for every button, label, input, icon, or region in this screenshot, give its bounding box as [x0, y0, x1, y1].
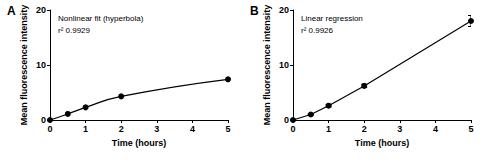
svg-text:Time (hours): Time (hours): [112, 138, 166, 148]
svg-text:1: 1: [83, 124, 88, 134]
svg-text:2: 2: [362, 124, 367, 134]
svg-text:Linear regression: Linear regression: [301, 14, 363, 23]
svg-text:4: 4: [433, 124, 438, 134]
svg-text:0: 0: [290, 124, 295, 134]
svg-text:5: 5: [225, 124, 230, 134]
svg-text:3: 3: [397, 124, 402, 134]
svg-text:Nonlinear fit (hyperbola): Nonlinear fit (hyperbola): [58, 14, 144, 23]
svg-text:3: 3: [154, 124, 159, 134]
svg-text:0: 0: [47, 124, 52, 134]
svg-text:20: 20: [36, 5, 46, 15]
svg-text:B: B: [250, 4, 259, 18]
svg-text:10: 10: [279, 60, 289, 70]
svg-text:5: 5: [468, 124, 473, 134]
svg-text:r² 0.9926: r² 0.9926: [301, 26, 334, 35]
svg-text:10: 10: [36, 60, 46, 70]
svg-text:r² 0.9929: r² 0.9929: [58, 26, 91, 35]
svg-text:1: 1: [326, 124, 331, 134]
svg-text:0: 0: [284, 115, 289, 125]
svg-text:0: 0: [41, 115, 46, 125]
svg-text:Time (hours): Time (hours): [355, 138, 409, 148]
svg-text:Mean fluorescence intensity: Mean fluorescence intensity: [19, 5, 29, 126]
svg-text:4: 4: [190, 124, 195, 134]
svg-text:20: 20: [279, 5, 289, 15]
svg-text:A: A: [7, 4, 16, 18]
svg-text:Mean fluorescence intensity: Mean fluorescence intensity: [262, 5, 272, 126]
svg-text:2: 2: [119, 124, 124, 134]
